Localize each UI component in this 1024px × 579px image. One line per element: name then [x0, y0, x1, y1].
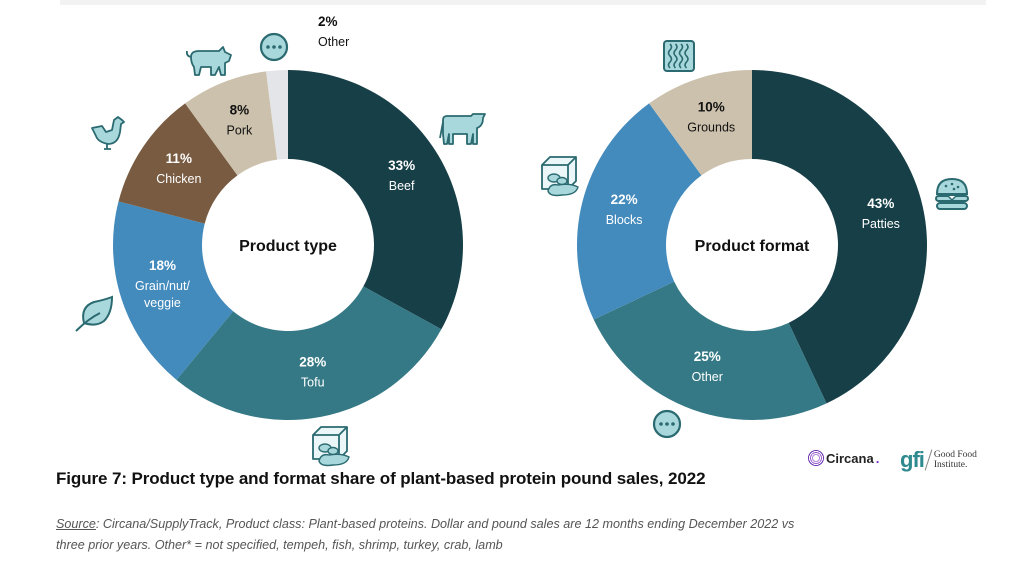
source-text: : Circana/SupplyTrack, Product class: Pl…: [56, 517, 795, 552]
donut-product-type: 33% Beef 28% Tofu 18% Grain/nut/veggie 11% Chic…: [113, 14, 463, 420]
value-label-pork: 8%: [230, 102, 250, 117]
slice-patties: [752, 70, 927, 404]
ellipsis-icon: [259, 32, 289, 62]
circana-wordmark: Circana: [826, 450, 874, 466]
tofu-icon: [541, 156, 579, 197]
slice-grain-nut-veggie: [113, 201, 234, 380]
category-label-other: Other: [692, 370, 723, 384]
donut-product-format: 43% Patties 25% Other 22% Blocks 10% Grounds Pro…: [577, 70, 927, 420]
slice-pork: [185, 71, 278, 176]
slice-beef: [288, 70, 463, 330]
figure-title: Figure 7: Product type and format share …: [56, 469, 706, 488]
circana-dot: .: [875, 450, 880, 466]
slice-tofu: [176, 286, 442, 420]
value-label-beef: 33%: [388, 158, 415, 173]
source-note: Source: Circana/SupplyTrack, Product cla…: [56, 514, 796, 556]
value-label-patties: 43%: [867, 196, 894, 211]
slice-blocks: [577, 103, 702, 320]
top-divider-bar: [60, 0, 986, 5]
slice-other: [266, 70, 288, 160]
gfi-mark: gfi: [900, 447, 925, 472]
burger-icon: [935, 177, 969, 210]
grounds-icon: [663, 40, 695, 72]
value-label-tofu: 28%: [299, 355, 326, 370]
value-label-chicken: 11%: [166, 151, 192, 166]
value-label-blocks: 22%: [611, 192, 638, 207]
donut-center-title: Product format: [695, 238, 810, 255]
category-label-tofu: Tofu: [301, 376, 325, 390]
category-label-other: Other: [318, 35, 349, 49]
category-label-grounds: Grounds: [687, 120, 735, 134]
gfi-name: Good Food Institute.: [934, 450, 977, 470]
tofu-icon: [312, 426, 350, 467]
circana-logo: Circana.: [808, 450, 879, 466]
category-icons: [75, 32, 969, 467]
gfi-name-line1: Good Food: [933, 450, 977, 460]
category-label-pork: Pork: [227, 123, 253, 137]
category-label-chicken: Chicken: [156, 172, 201, 186]
category-label-beef: Beef: [389, 179, 415, 193]
value-label-grounds: 10%: [698, 99, 725, 114]
category-label-grain-nut-veggie: Grain/nut/: [135, 279, 190, 293]
value-label-other: 2%: [318, 14, 338, 29]
donut-center-title: Product type: [239, 238, 337, 255]
gfi-logo: gfi Good Food Institute.: [900, 447, 977, 473]
pig-icon: [185, 46, 232, 76]
circana-mark-icon: [808, 450, 824, 466]
slice-chicken: [118, 103, 238, 224]
cow-icon: [439, 113, 486, 145]
chicken-icon: [91, 116, 125, 150]
leaf-icon: [75, 295, 114, 332]
category-label-blocks: Blocks: [606, 213, 643, 227]
source-link[interactable]: Source: [56, 517, 96, 531]
slice-grounds: [649, 70, 752, 176]
value-label-grain-nut-veggie: 18%: [149, 258, 176, 273]
gfi-divider: [924, 449, 933, 471]
value-label-other: 25%: [694, 349, 721, 364]
category-label-grain-nut-veggie: veggie: [144, 296, 181, 310]
ellipsis-icon: [652, 409, 682, 439]
slice-other: [593, 281, 827, 420]
gfi-name-line2: Institute.: [933, 460, 968, 470]
category-label-patties: Patties: [862, 217, 900, 231]
